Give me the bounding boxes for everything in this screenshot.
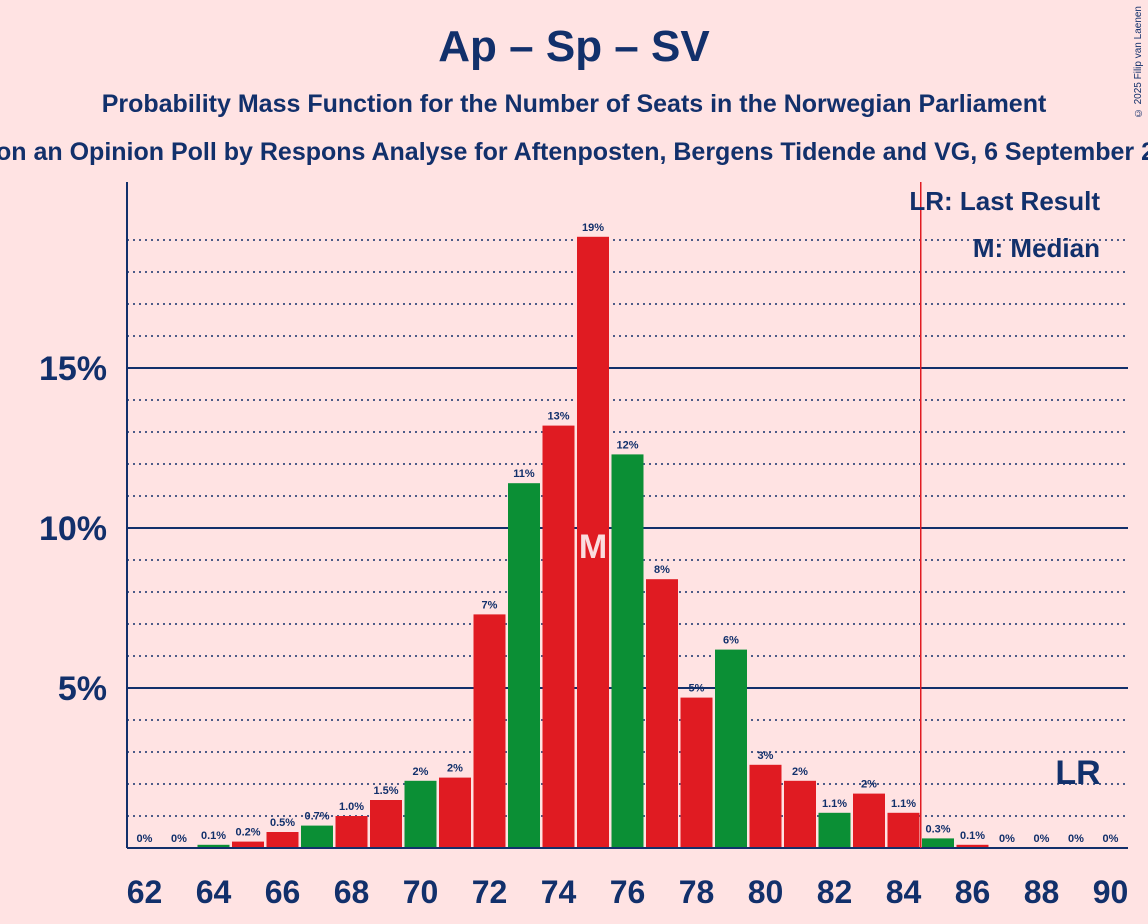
value-label-seat-81: 2% [792,766,808,778]
x-tick-label: 62 [127,874,163,910]
value-label-seat-77: 8% [654,564,670,576]
value-label-seat-68: 1.0% [339,801,364,813]
median-marker: M [579,528,607,566]
legend-median: M: Median [973,233,1100,263]
bar-seat-65 [232,841,264,848]
bar-seat-79 [715,649,747,848]
value-label-seat-84: 1.1% [891,798,916,810]
bar-seat-84 [887,812,920,848]
value-label-seat-78: 5% [689,683,705,695]
bar-seat-85 [922,838,954,848]
x-tick-label: 72 [472,874,508,910]
bar-seat-80 [749,764,782,848]
bar-seat-72 [473,614,506,848]
bar-seat-68 [335,816,368,848]
y-tick-label: 10% [39,510,107,548]
chart-subtitle-poll: on an Opinion Poll by Respons Analyse fo… [0,138,1148,166]
axes [126,182,1128,849]
y-tick-label: 5% [58,670,107,708]
value-label-seat-66: 0.5% [270,817,295,829]
grid-lines [127,239,1128,817]
value-label-seat-72: 7% [482,599,498,611]
value-label-seat-90: 0% [1103,833,1119,845]
bar-seat-73 [508,483,540,848]
x-tick-label: 66 [265,874,301,910]
value-label-seat-73: 11% [513,468,535,480]
bar-seat-86 [956,844,989,848]
value-label-seat-71: 2% [447,763,463,775]
value-labels: 0% 0% 0.1% 0.2% 0.5% 0.7% 1.0% 1.5% 2% 2% 7% 11% 13%… [137,222,1119,845]
bar-seat-76 [611,454,644,848]
bar-seat-74 [542,425,575,848]
value-label-seat-75: 19% [582,222,604,234]
value-label-seat-69: 1.5% [373,785,398,797]
value-label-seat-83: 2% [861,779,877,791]
bar-seat-75 [577,236,609,849]
x-tick-label: 88 [1024,874,1060,910]
value-label-seat-79: 6% [723,635,739,647]
x-tick-label: 84 [886,874,922,910]
x-tick-label: 74 [541,874,577,910]
bar-seat-83 [853,793,885,848]
x-tick-label: 82 [817,874,853,910]
x-tick-label: 86 [955,874,991,910]
value-label-seat-86: 0.1% [960,830,985,842]
x-tick-label: 78 [679,874,715,910]
chart-title: Ap – Sp – SV [438,22,710,71]
bar-seat-66 [266,832,299,848]
legend-last-result: LR: Last Result [909,186,1100,216]
value-label-seat-82: 1.1% [822,798,847,810]
value-label-seat-80: 3% [758,750,774,762]
bar-seat-69 [370,800,402,848]
bar-seat-81 [784,780,816,848]
chart-subtitle: Probability Mass Function for the Number… [101,90,1047,118]
markers: M LR [579,528,1101,792]
value-label-seat-62: 0% [137,833,153,845]
bar-seat-78 [680,697,713,848]
x-tick-label: 70 [403,874,439,910]
value-label-seat-70: 2% [413,766,429,778]
value-label-seat-85: 0.3% [925,823,950,835]
bar-seat-70 [404,780,437,848]
value-label-seat-89: 0% [1068,833,1084,845]
x-tick-label: 68 [334,874,370,910]
bar-seat-71 [439,777,471,848]
value-label-seat-65: 0.2% [235,827,260,839]
x-tick-label: 64 [196,874,232,910]
bar-seat-67 [301,825,333,848]
bar-seat-64 [197,844,230,848]
last-result-marker: LR [1055,754,1100,792]
bars [197,236,989,849]
bar-seat-77 [646,579,678,848]
tick-labels: 5% 10% 15% 62 64 66 68 70 72 74 76 78 80 82 84 86 88 90 [39,350,1128,910]
value-label-seat-88: 0% [1034,833,1050,845]
value-label-seat-76: 12% [616,439,638,451]
value-label-seat-67: 0.7% [304,811,329,823]
value-label-seat-63: 0% [171,833,187,845]
bar-seat-82 [818,812,851,848]
x-tick-label: 90 [1093,874,1129,910]
value-label-seat-87: 0% [999,833,1015,845]
value-label-seat-64: 0.1% [201,830,226,842]
x-tick-label: 76 [610,874,646,910]
y-tick-label: 15% [39,350,107,388]
x-tick-label: 80 [748,874,784,910]
value-label-seat-74: 13% [547,411,569,423]
